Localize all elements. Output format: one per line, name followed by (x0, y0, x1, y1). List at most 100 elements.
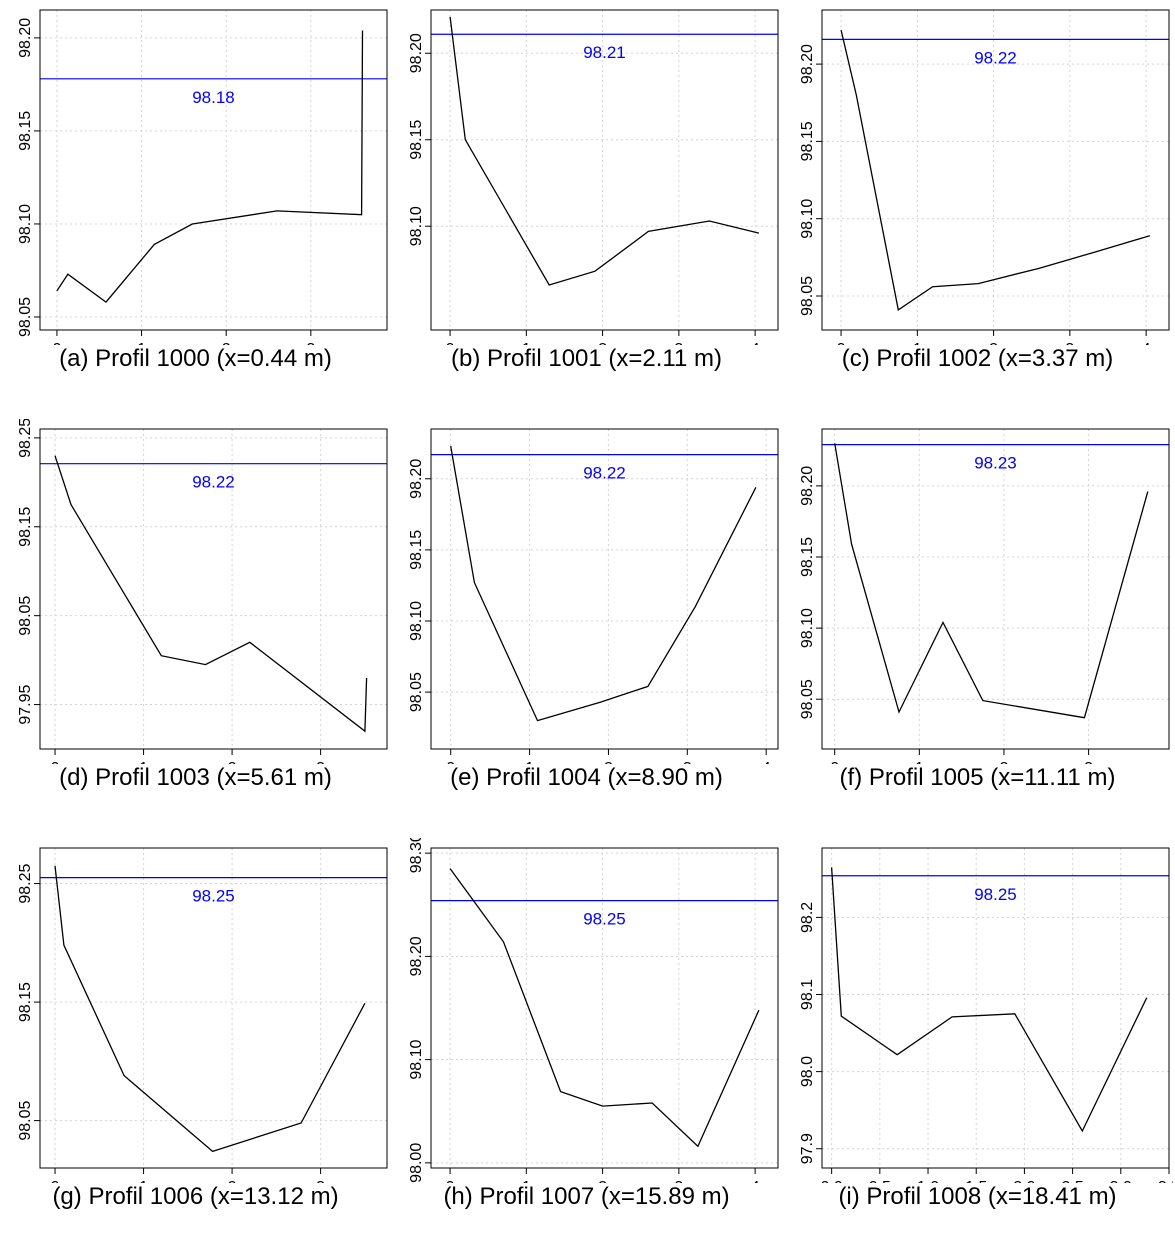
x-tick-label: 1 (913, 341, 922, 345)
reference-line-label: 98.18 (192, 88, 235, 107)
y-tick-label: 98.05 (408, 672, 425, 712)
y-tick-label: 98.05 (17, 596, 34, 636)
x-tick-label: 4 (1142, 341, 1151, 345)
chart-panel-a: 98.18 0 1 2 3 98.05 98.10 98.15 98.20 (a) Profil… (0, 0, 391, 419)
y-tick-label: 98.05 (799, 276, 816, 316)
y-tick-label: 98.20 (408, 33, 425, 73)
plot-frame (821, 9, 1170, 331)
y-tick-label: 98.20 (799, 44, 816, 84)
chart-caption: (c) Profil 1002 (x=3.37 m) (841, 345, 1114, 372)
plot-frame (39, 428, 388, 750)
line-chart-g: 98.25 0 1 2 3 98.05 98.15 98.25 (17, 847, 388, 1183)
x-tick-label: 0.5 (869, 1179, 891, 1183)
chart-panel-d: 98.22 0 1 2 3 97.95 98.05 98.15 98.25 (d) Profil… (0, 419, 391, 838)
y-tick-label: 98.15 (17, 982, 34, 1022)
profile-line (450, 445, 757, 722)
y-tick-label: 97.95 (17, 684, 34, 724)
plot-frame (821, 847, 1170, 1169)
line-chart-i: 98.25 0.0 0.5 1.0 1.5 2.0 2.5 3.0 3.5 97.9 98.0 98.… (799, 847, 1173, 1183)
y-tick-label: 98.30 (408, 838, 425, 873)
x-tick-label: 2 (222, 341, 231, 345)
line-chart-a: 98.18 0 1 2 3 98.05 98.10 98.15 98.20 (17, 9, 388, 345)
y-tick-label: 98.0 (799, 1056, 816, 1087)
y-tick-label: 98.10 (17, 204, 34, 244)
x-tick-label: 3 (674, 341, 683, 345)
x-tick-label: 0 (446, 1179, 455, 1183)
profile-line (840, 29, 1151, 311)
chart-caption: (f) Profil 1005 (x=11.11 m) (839, 764, 1116, 791)
chart-caption: (g) Profil 1006 (x=13.12 m) (52, 1183, 339, 1210)
x-tick-label: 1 (915, 760, 924, 764)
profile-line (834, 443, 1149, 719)
plot-frame (39, 847, 388, 1169)
x-tick-label: 1.5 (965, 1179, 987, 1183)
y-tick-label: 98.15 (17, 111, 34, 151)
line-chart-c: 98.22 0 1 2 3 4 98.05 98.10 98.15 98.20 (799, 9, 1170, 345)
y-tick-label: 98.10 (799, 608, 816, 648)
x-tick-label: 0 (51, 1179, 60, 1183)
x-tick-label: 0 (51, 760, 60, 764)
x-tick-label: 2 (598, 341, 607, 345)
x-tick-label: 3 (1084, 760, 1093, 764)
x-tick-label: 2 (598, 1179, 607, 1183)
profile-line (830, 867, 1148, 1133)
x-tick-label: 2 (228, 760, 237, 764)
line-chart-e: 98.22 0 1 2 3 4 98.05 98.10 98.15 98.20 (408, 428, 779, 764)
y-tick-label: 98.15 (17, 507, 34, 547)
chart-panel-e: 98.22 0 1 2 3 4 98.05 98.10 98.15 98.20 (e) Profi… (391, 419, 782, 838)
x-tick-label: 1.0 (917, 1179, 939, 1183)
x-tick-label: 2 (989, 341, 998, 345)
y-tick-label: 98.05 (799, 679, 816, 719)
y-tick-label: 98.25 (17, 419, 34, 458)
x-tick-label: 3 (316, 1179, 325, 1183)
x-tick-label: 2 (604, 760, 613, 764)
line-chart-h: 98.25 0 1 2 3 4 98.00 98.10 98.20 98.30 (408, 838, 779, 1183)
x-tick-label: 1 (522, 1179, 531, 1183)
x-tick-label: 4 (751, 341, 760, 345)
x-tick-label: 4 (751, 1179, 760, 1183)
x-tick-label: 2.5 (1061, 1179, 1083, 1183)
x-tick-label: 3 (674, 1179, 683, 1183)
y-tick-label: 97.9 (799, 1133, 816, 1164)
reference-line-label: 98.23 (974, 454, 1017, 473)
chart-caption: (d) Profil 1003 (x=5.61 m) (59, 764, 332, 791)
x-tick-label: 3 (306, 341, 315, 345)
reference-line-label: 98.25 (583, 910, 626, 929)
x-tick-label: 3 (683, 760, 692, 764)
profile-line (449, 868, 760, 1148)
chart-caption: (e) Profil 1004 (x=8.90 m) (450, 764, 723, 791)
profile-line (449, 16, 760, 286)
x-tick-label: 1 (139, 760, 148, 764)
x-tick-label: 2 (228, 1179, 237, 1183)
y-tick-label: 98.05 (17, 1100, 34, 1140)
y-tick-label: 98.10 (799, 199, 816, 239)
chart-caption: (a) Profil 1000 (x=0.44 m) (59, 345, 332, 372)
plot-frame (430, 9, 779, 331)
profile-line (56, 30, 364, 303)
y-tick-label: 98.2 (799, 902, 816, 933)
chart-caption: (h) Profil 1007 (x=15.89 m) (443, 1183, 730, 1210)
y-tick-label: 98.15 (799, 537, 816, 577)
plot-frame (430, 428, 779, 750)
x-tick-label: 3.5 (1158, 1179, 1173, 1183)
x-tick-label: 0.0 (821, 1179, 843, 1183)
profile-line (54, 455, 368, 733)
y-tick-label: 98.20 (17, 18, 34, 58)
y-tick-label: 98.20 (408, 936, 425, 976)
x-tick-label: 3 (1065, 341, 1074, 345)
reference-line-label: 98.25 (192, 887, 235, 906)
y-tick-label: 98.00 (408, 1143, 425, 1183)
chart-panel-i: 98.25 0.0 0.5 1.0 1.5 2.0 2.5 3.0 3.5 97.9 98.0 98.… (782, 838, 1173, 1257)
y-tick-label: 98.15 (408, 120, 425, 160)
y-tick-label: 98.15 (799, 121, 816, 161)
chart-panel-c: 98.22 0 1 2 3 4 98.05 98.10 98.15 98.20 (c) Profi… (782, 0, 1173, 419)
x-tick-label: 1 (137, 341, 146, 345)
x-tick-label: 3.0 (1110, 1179, 1132, 1183)
profile-line (54, 865, 366, 1153)
reference-line-label: 98.22 (192, 473, 235, 492)
x-tick-label: 1 (522, 341, 531, 345)
y-tick-label: 98.15 (408, 530, 425, 570)
line-chart-f: 98.23 0 1 2 3 98.05 98.10 98.15 98.20 (799, 428, 1170, 764)
x-tick-label: 1 (525, 760, 534, 764)
